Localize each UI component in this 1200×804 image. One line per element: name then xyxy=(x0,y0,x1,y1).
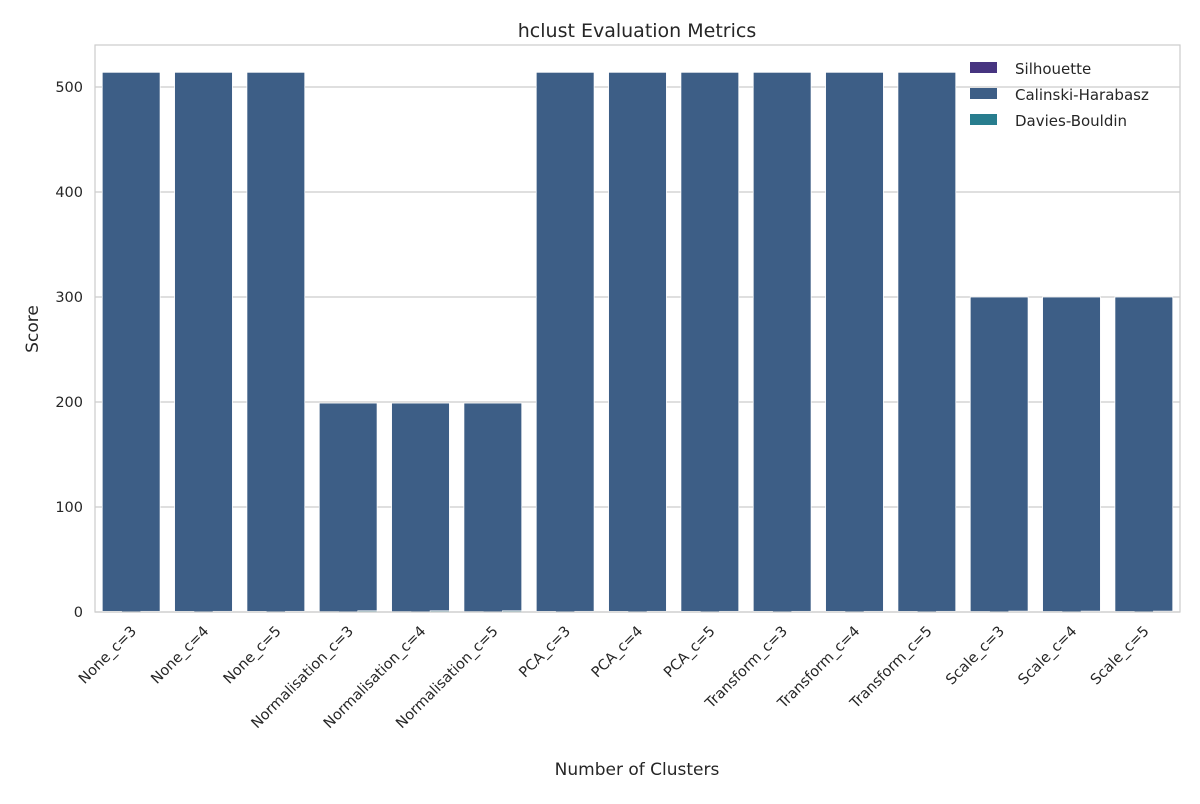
legend-label: Calinski-Harabasz xyxy=(1015,86,1149,104)
bar-calinski-harabasz xyxy=(1114,296,1174,613)
bar-calinski-harabasz xyxy=(825,71,884,613)
x-tick-label: PCA_c=4 xyxy=(589,624,647,682)
bar-calinski-harabasz xyxy=(608,71,667,613)
bars xyxy=(101,71,1174,613)
bar-calinski-harabasz xyxy=(246,71,306,613)
y-tick-label: 400 xyxy=(55,185,83,201)
legend-swatch xyxy=(970,62,997,73)
bar-calinski-harabasz xyxy=(680,71,740,613)
x-tick-label: PCA_c=5 xyxy=(661,624,719,682)
y-tick-label: 200 xyxy=(55,395,83,411)
bar-calinski-harabasz xyxy=(391,402,450,613)
y-tick-labels: 0 100 200 300 400 500 xyxy=(55,80,83,621)
bar-calinski-harabasz xyxy=(318,402,378,613)
legend-swatch xyxy=(970,114,997,125)
legend-label: Silhouette xyxy=(1015,60,1091,78)
y-tick-label: 0 xyxy=(74,605,83,621)
bar-calinski-harabasz xyxy=(897,71,957,613)
x-tick-label: Scale_c=5 xyxy=(1088,624,1153,689)
x-tick-label: Scale_c=4 xyxy=(1016,624,1081,689)
bar-calinski-harabasz xyxy=(174,71,233,613)
bar-calinski-harabasz xyxy=(969,296,1029,613)
plot-frame xyxy=(94,44,1181,613)
y-tick-label: 500 xyxy=(55,80,83,96)
x-axis-label: Number of Clusters xyxy=(555,760,720,780)
y-axis-label: Score xyxy=(23,305,43,353)
legend: Silhouette Calinski-Harabasz Davies-Bouldi… xyxy=(970,60,1149,130)
y-tick-label: 100 xyxy=(55,500,83,516)
bar-calinski-harabasz xyxy=(752,71,812,613)
bar-calinski-harabasz xyxy=(535,71,595,613)
x-tick-label: None_c=3 xyxy=(76,624,140,688)
legend-label: Davies-Bouldin xyxy=(1015,112,1127,130)
x-tick-label: None_c=4 xyxy=(148,624,212,688)
bar-calinski-harabasz xyxy=(463,402,523,613)
bar-calinski-harabasz xyxy=(1042,296,1101,613)
x-tick-labels: None_c=3 None_c=4 None_c=5Normalisation_c=… xyxy=(76,624,1153,732)
x-tick-label: None_c=5 xyxy=(221,624,285,688)
legend-swatch xyxy=(970,88,997,99)
y-tick-label: 300 xyxy=(55,290,83,306)
x-tick-label: PCA_c=3 xyxy=(516,624,574,682)
bar-calinski-harabasz xyxy=(101,71,161,613)
chart-title: hclust Evaluation Metrics xyxy=(518,20,756,42)
x-tick-label: Scale_c=3 xyxy=(943,624,1008,689)
